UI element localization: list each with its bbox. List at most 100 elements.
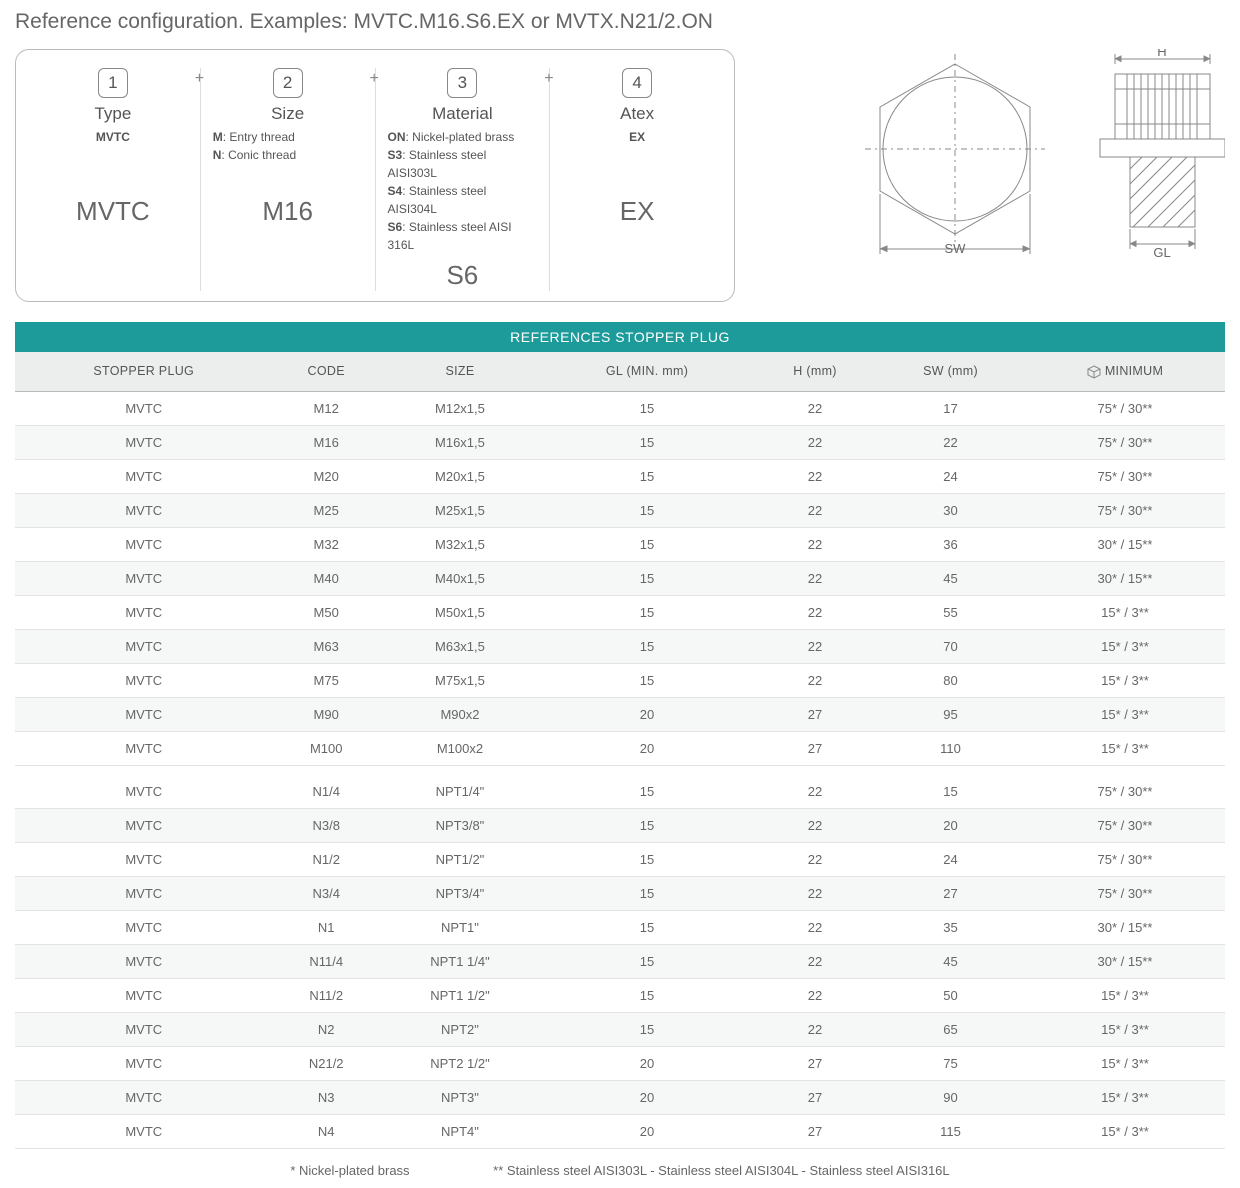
table-cell: 15 — [540, 459, 754, 493]
table-cell: 27 — [754, 1081, 876, 1115]
table-row: MVTCM40M40x1,515224530* / 15** — [15, 561, 1225, 595]
page-title: Reference configuration. Examples: MVTC.… — [15, 10, 1225, 34]
step-sub: MVTC — [34, 128, 192, 190]
table-cell: M100 — [272, 731, 379, 765]
table-cell: MVTC — [15, 911, 272, 945]
table-cell: N3/8 — [272, 809, 379, 843]
table-cell: 15 — [540, 561, 754, 595]
table-cell: 15 — [540, 843, 754, 877]
table-cell: 15* / 3** — [1025, 731, 1225, 765]
table-cell: M50 — [272, 595, 379, 629]
config-step-3: +3MaterialON: Nickel-plated brassS3: Sta… — [375, 68, 550, 291]
table-cell: 27 — [754, 731, 876, 765]
table-cell: N3 — [272, 1081, 379, 1115]
table-row: MVTCM32M32x1,515223630* / 15** — [15, 527, 1225, 561]
table-cell: 30* / 15** — [1025, 945, 1225, 979]
table-cell: NPT3/4" — [380, 877, 540, 911]
table-cell: 15* / 3** — [1025, 663, 1225, 697]
table-cell: 36 — [876, 527, 1025, 561]
table-cell: 15 — [540, 911, 754, 945]
col-header: MINIMUM — [1025, 352, 1225, 391]
table-cell: 22 — [754, 809, 876, 843]
table-cell: MVTC — [15, 979, 272, 1013]
table-cell: MVTC — [15, 663, 272, 697]
hex-diagram: SW — [845, 49, 1065, 259]
footnote: * Nickel-plated brass ** Stainless steel… — [15, 1163, 1225, 1178]
table-cell: 24 — [876, 459, 1025, 493]
table-row: MVTCM16M16x1,515222275* / 30** — [15, 425, 1225, 459]
plus-icon: + — [370, 70, 379, 88]
table-cell: 75* / 30** — [1025, 493, 1225, 527]
table-cell: 65 — [876, 1013, 1025, 1047]
table-cell: M63 — [272, 629, 379, 663]
config-step-1: 1TypeMVTCMVTC — [26, 68, 200, 291]
table-cell: 15* / 3** — [1025, 697, 1225, 731]
table-row: MVTCN2NPT2"15226515* / 3** — [15, 1013, 1225, 1047]
table-cell: M20x1,5 — [380, 459, 540, 493]
col-header: STOPPER PLUG — [15, 352, 272, 391]
table-cell: MVTC — [15, 843, 272, 877]
table-cell: 22 — [754, 663, 876, 697]
table-cell: MVTC — [15, 1081, 272, 1115]
svg-text:GL: GL — [1153, 245, 1170, 259]
col-header: SW (mm) — [876, 352, 1025, 391]
table-cell: N4 — [272, 1115, 379, 1149]
table-cell: 95 — [876, 697, 1025, 731]
table-cell: M32x1,5 — [380, 527, 540, 561]
table-cell: 50 — [876, 979, 1025, 1013]
table-cell: M12 — [272, 391, 379, 425]
table-cell: 22 — [754, 775, 876, 809]
table-cell: 20 — [540, 731, 754, 765]
table-cell: 75* / 30** — [1025, 391, 1225, 425]
step-sub: EX — [558, 128, 716, 190]
table-row: MVTCM63M63x1,515227015* / 3** — [15, 629, 1225, 663]
table-cell: 75* / 30** — [1025, 843, 1225, 877]
side-diagram: H GL — [1075, 49, 1225, 259]
col-header: GL (MIN. mm) — [540, 352, 754, 391]
table-cell: M75x1,5 — [380, 663, 540, 697]
table-row: MVTCM25M25x1,515223075* / 30** — [15, 493, 1225, 527]
config-box: 1TypeMVTCMVTC+2SizeM: Entry threadN: Con… — [15, 49, 735, 302]
table-cell: N1/2 — [272, 843, 379, 877]
table-cell: 15 — [876, 775, 1025, 809]
table-cell: MVTC — [15, 1047, 272, 1081]
table-cell: 15 — [540, 979, 754, 1013]
table-cell: M75 — [272, 663, 379, 697]
table-row: MVTCM100M100x2202711015* / 3** — [15, 731, 1225, 765]
table-row: MVTCM75M75x1,515228015* / 3** — [15, 663, 1225, 697]
table-cell: MVTC — [15, 1115, 272, 1149]
table-cell: 30* / 15** — [1025, 527, 1225, 561]
table-cell: 22 — [754, 911, 876, 945]
table-cell: 15 — [540, 1013, 754, 1047]
step-title: Material — [384, 104, 542, 124]
table-cell: MVTC — [15, 809, 272, 843]
svg-text:H: H — [1157, 49, 1166, 59]
table-row: MVTCN3/4NPT3/4"15222775* / 30** — [15, 877, 1225, 911]
table-cell: NPT3" — [380, 1081, 540, 1115]
table-cell: M90 — [272, 697, 379, 731]
table-cell: MVTC — [15, 561, 272, 595]
table-cell: 22 — [754, 979, 876, 1013]
table-cell: 75 — [876, 1047, 1025, 1081]
table-cell: M25 — [272, 493, 379, 527]
step-value: MVTC — [34, 196, 192, 227]
table-cell: 15* / 3** — [1025, 1115, 1225, 1149]
table-row: MVTCM90M90x220279515* / 3** — [15, 697, 1225, 731]
footnote-a: * Nickel-plated brass — [290, 1163, 409, 1178]
table-cell: NPT1/4" — [380, 775, 540, 809]
table-cell: NPT1 1/2" — [380, 979, 540, 1013]
config-step-4: +4AtexEXEX — [549, 68, 724, 291]
table-cell: NPT2" — [380, 1013, 540, 1047]
table-cell: 90 — [876, 1081, 1025, 1115]
table-cell: 22 — [876, 425, 1025, 459]
table-cell: 22 — [754, 843, 876, 877]
table-cell: 15* / 3** — [1025, 1047, 1225, 1081]
table-cell: 22 — [754, 493, 876, 527]
table-cell: N3/4 — [272, 877, 379, 911]
table-cell: MVTC — [15, 425, 272, 459]
step-badge: 3 — [447, 68, 477, 98]
table-row: MVTCN3/8NPT3/8"15222075* / 30** — [15, 809, 1225, 843]
table-cell: 15 — [540, 877, 754, 911]
table-cell: N11/4 — [272, 945, 379, 979]
config-step-2: +2SizeM: Entry threadN: Conic threadM16 — [200, 68, 375, 291]
